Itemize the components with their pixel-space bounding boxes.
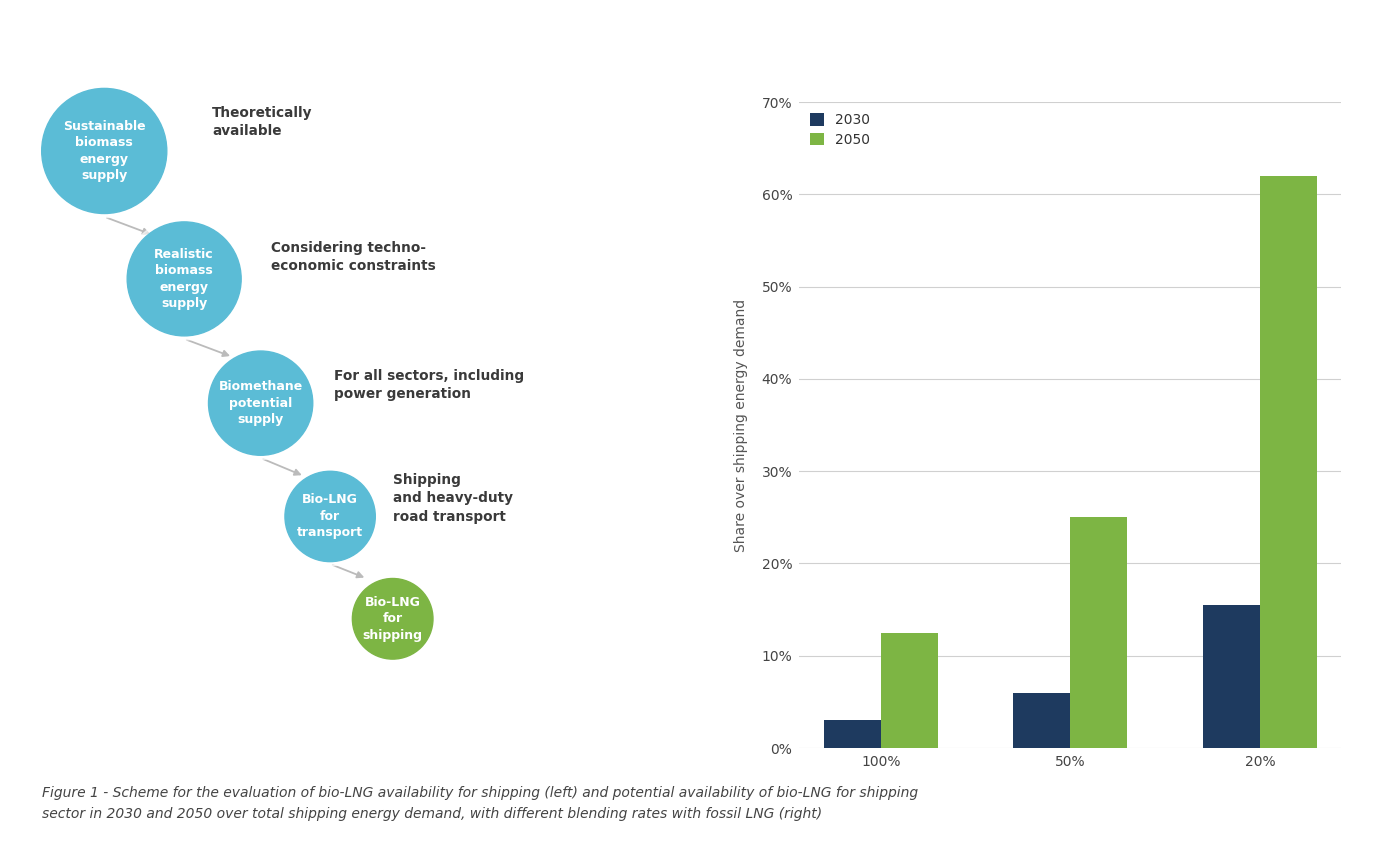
Ellipse shape xyxy=(38,84,171,218)
Text: Bio-LNG
for
shipping: Bio-LNG for shipping xyxy=(363,596,423,642)
Bar xyxy=(881,632,938,748)
Legend: 2030, 2050: 2030, 2050 xyxy=(806,109,874,150)
Ellipse shape xyxy=(353,579,434,659)
Ellipse shape xyxy=(42,88,167,213)
Ellipse shape xyxy=(281,468,379,566)
Ellipse shape xyxy=(285,471,375,562)
Text: For all sectors, including
power generation: For all sectors, including power generat… xyxy=(334,369,524,401)
Text: Considering techno-
economic constraints: Considering techno- economic constraints xyxy=(271,241,436,273)
Bar xyxy=(824,720,881,748)
Text: Biomethane
potential
supply: Biomethane potential supply xyxy=(218,380,303,426)
Text: Figure 1 - Scheme for the evaluation of bio-LNG availability for shipping (left): Figure 1 - Scheme for the evaluation of … xyxy=(42,786,917,821)
Bar xyxy=(1259,176,1316,748)
Text: Sustainable
biomass
energy
supply: Sustainable biomass energy supply xyxy=(63,120,146,182)
Ellipse shape xyxy=(128,222,242,336)
Text: Bio-LNG
for
transport: Bio-LNG for transport xyxy=(297,494,363,540)
Ellipse shape xyxy=(124,218,246,340)
Bar xyxy=(1202,605,1259,748)
Ellipse shape xyxy=(204,347,317,460)
Y-axis label: Share over shipping energy demand: Share over shipping energy demand xyxy=(734,298,748,552)
Ellipse shape xyxy=(348,575,436,663)
Bar xyxy=(1070,518,1127,748)
Bar xyxy=(1013,693,1070,748)
Ellipse shape xyxy=(208,351,313,456)
Text: Theoretically
available: Theoretically available xyxy=(211,105,313,138)
Text: Realistic
biomass
energy
supply: Realistic biomass energy supply xyxy=(154,247,214,310)
Text: Shipping
and heavy-duty
road transport: Shipping and heavy-duty road transport xyxy=(393,473,513,524)
